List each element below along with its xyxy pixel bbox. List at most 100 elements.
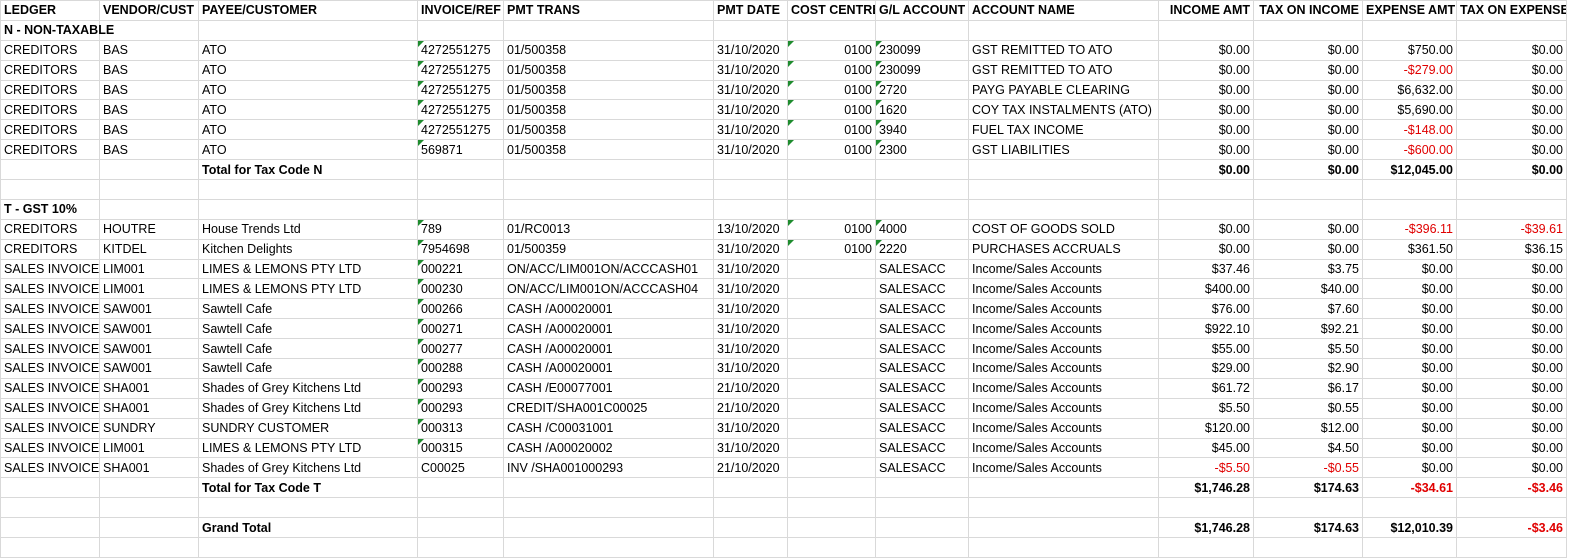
cell: CASH /A00020001 <box>503 338 714 360</box>
cell: $36.15 <box>1456 238 1567 260</box>
cell: $0.00 <box>1158 218 1254 240</box>
cell: 000230 <box>417 278 504 300</box>
data-row: CREDITORS BAS ATO 4272551275 01/500358 31/10/… <box>0 99 1567 121</box>
data-row: SALES INVOICE LIM001 LIMES & LEMONS PTY LT… <box>0 278 1567 300</box>
cell: $0.00 <box>1456 318 1567 340</box>
cell: 4272551275 <box>417 39 504 61</box>
cell: Income/Sales Accounts <box>968 397 1159 419</box>
total-cell: $12,045.00 <box>1362 159 1457 181</box>
cell: Sawtell Cafe <box>198 318 418 340</box>
cell <box>787 497 876 519</box>
cell: 000293 <box>417 377 504 399</box>
cell: $0.00 <box>1456 79 1567 101</box>
cell <box>0 497 100 519</box>
cell <box>875 537 969 558</box>
cell <box>1253 19 1363 41</box>
cell <box>1362 497 1457 519</box>
cell <box>875 497 969 519</box>
cell: $0.00 <box>1158 99 1254 121</box>
cell: $0.00 <box>1362 338 1457 360</box>
cell: -$39.61 <box>1456 218 1567 240</box>
cell <box>1158 537 1254 558</box>
cell: $400.00 <box>1158 278 1254 300</box>
cell: $5.50 <box>1158 397 1254 419</box>
cell: 000266 <box>417 298 504 320</box>
data-row: CREDITORS HOUTRE House Trends Ltd 789 01/RC0… <box>0 218 1567 240</box>
cell: $0.00 <box>1362 278 1457 300</box>
cell: Income/Sales Accounts <box>968 258 1159 280</box>
cell: CASH /C00031001 <box>503 417 714 439</box>
cell <box>198 179 418 200</box>
cell: 000293 <box>417 397 504 419</box>
cell: CREDITORS <box>0 119 100 141</box>
cell: 2720 <box>875 79 969 101</box>
cell: 4000 <box>875 218 969 240</box>
cell <box>99 19 199 41</box>
column-header: TAX ON INCOME <box>1253 0 1363 21</box>
column-header: PAYEE/CUSTOMER <box>198 0 418 21</box>
cell <box>99 497 199 519</box>
cell: $61.72 <box>1158 377 1254 399</box>
cell: $0.00 <box>1456 258 1567 280</box>
cell: 7954698 <box>417 238 504 260</box>
cell: 2300 <box>875 139 969 161</box>
cell: BAS <box>99 139 199 161</box>
cell: $0.00 <box>1158 59 1254 81</box>
column-header: PMT DATE <box>713 0 788 21</box>
cell <box>787 437 876 459</box>
cell: 31/10/2020 <box>713 298 788 320</box>
cell: 000288 <box>417 358 504 379</box>
cell: CASH /A00020002 <box>503 437 714 459</box>
cell: Sawtell Cafe <box>198 358 418 379</box>
cell: 01/500359 <box>503 238 714 260</box>
cell: CREDITORS <box>0 79 100 101</box>
cell: SHA001 <box>99 377 199 399</box>
cell: $5,690.00 <box>1362 99 1457 121</box>
cell <box>198 198 418 220</box>
section-title: T - GST 10% <box>0 198 100 220</box>
cell: $0.00 <box>1253 139 1363 161</box>
column-header: TAX ON EXPENSE <box>1456 0 1567 21</box>
cell: BAS <box>99 79 199 101</box>
cell <box>503 159 714 181</box>
cell <box>503 179 714 200</box>
cell: LIMES & LEMONS PTY LTD <box>198 258 418 280</box>
cell: SAW001 <box>99 338 199 360</box>
blank-row <box>0 497 1567 519</box>
cell: $7.60 <box>1253 298 1363 320</box>
cell <box>787 278 876 300</box>
cell <box>1456 179 1567 200</box>
cell: 31/10/2020 <box>713 99 788 121</box>
cell: $0.00 <box>1158 39 1254 61</box>
cell: Income/Sales Accounts <box>968 437 1159 459</box>
cell: ATO <box>198 139 418 161</box>
cell <box>503 497 714 519</box>
cell: 31/10/2020 <box>713 338 788 360</box>
cell: CREDIT/SHA001C00025 <box>503 397 714 419</box>
cell: 230099 <box>875 59 969 81</box>
cell: BAS <box>99 39 199 61</box>
cell: -$148.00 <box>1362 119 1457 141</box>
cell: 31/10/2020 <box>713 119 788 141</box>
cell: $5.50 <box>1253 338 1363 360</box>
cell <box>417 517 504 539</box>
data-row: SALES INVOICE SHA001 Shades of Grey Kitche… <box>0 377 1567 399</box>
cell: 2220 <box>875 238 969 260</box>
cell <box>0 179 100 200</box>
cell <box>99 159 199 181</box>
cell <box>713 159 788 181</box>
cell <box>99 537 199 558</box>
cell <box>417 477 504 499</box>
cell <box>99 477 199 499</box>
cell: SALES INVOICE <box>0 397 100 419</box>
cell: Sawtell Cafe <box>198 298 418 320</box>
cell: ATO <box>198 99 418 121</box>
cell <box>713 497 788 519</box>
cell <box>1158 198 1254 220</box>
cell: SALESACC <box>875 417 969 439</box>
cell: SALESACC <box>875 298 969 320</box>
cell: SALES INVOICE <box>0 437 100 459</box>
cell <box>1158 19 1254 41</box>
total-cell: $174.63 <box>1253 517 1363 539</box>
